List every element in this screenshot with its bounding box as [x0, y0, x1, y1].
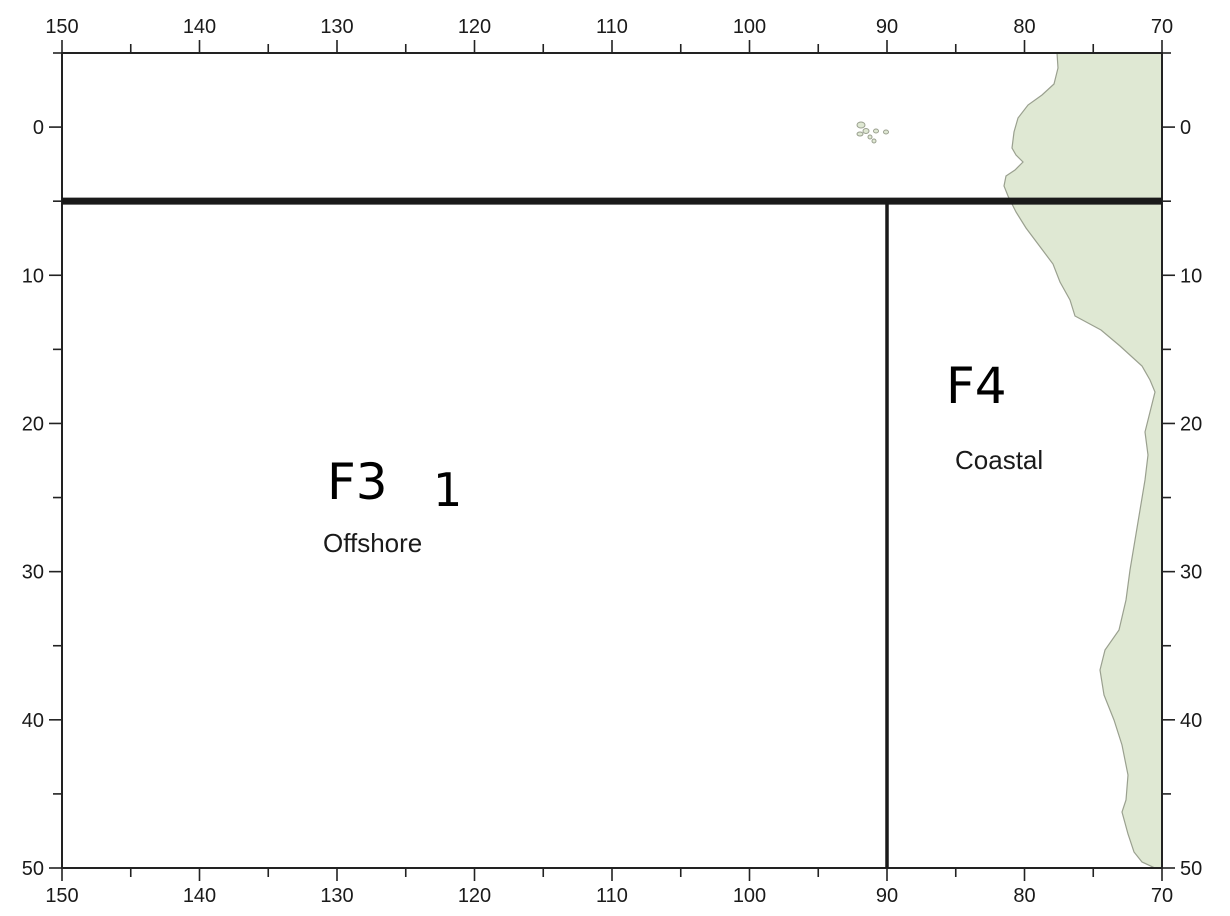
x-axis-label-bottom: 90	[876, 885, 898, 907]
zone-name-coastal: Coastal	[955, 445, 1043, 475]
y-axis-label-right: 40	[1180, 710, 1202, 732]
x-axis-label-bottom: 120	[458, 885, 491, 907]
y-axis-label-left: 10	[22, 265, 44, 287]
x-axis-label-top: 100	[733, 16, 766, 38]
axis-ticks	[49, 40, 1175, 881]
y-axis-label-left: 30	[22, 562, 44, 584]
x-axis-label-bottom: 150	[45, 885, 78, 907]
x-axis-label-top: 140	[183, 16, 216, 38]
coastline-land	[1003, 52, 1163, 869]
x-axis-label-top: 150	[45, 16, 78, 38]
y-axis-label-right: 30	[1180, 562, 1202, 584]
x-axis-label-bottom: 70	[1151, 885, 1173, 907]
y-axis-label-left: 40	[22, 710, 44, 732]
x-axis-label-top: 130	[320, 16, 353, 38]
x-axis-label-top: 80	[1013, 16, 1035, 38]
x-axis-label-top: 70	[1151, 16, 1173, 38]
y-axis-label-left: 50	[22, 858, 44, 880]
x-axis-label-bottom: 80	[1013, 885, 1035, 907]
y-axis-label-left: 0	[33, 117, 44, 139]
y-axis-label-right: 50	[1180, 858, 1202, 880]
y-axis-label-right: 0	[1180, 117, 1191, 139]
zone-code-f3: F3	[327, 453, 388, 511]
y-axis-label-right: 10	[1180, 265, 1202, 287]
x-axis-label-top: 90	[876, 16, 898, 38]
x-axis-label-top: 110	[596, 16, 628, 38]
x-axis-label-bottom: 100	[733, 885, 766, 907]
island-cluster	[856, 121, 889, 144]
axis-labels: 1501501401401301301201201101101001009090…	[22, 16, 1203, 907]
x-axis-label-bottom: 110	[596, 885, 628, 907]
zone-code-f4: F4	[946, 357, 1007, 415]
x-axis-label-top: 120	[458, 16, 491, 38]
y-axis-label-right: 20	[1180, 413, 1202, 435]
zone-name-offshore: Offshore	[323, 528, 422, 558]
zone-marker: 1	[433, 463, 462, 517]
y-axis-label-left: 20	[22, 413, 44, 435]
x-axis-label-bottom: 140	[183, 885, 216, 907]
x-axis-label-bottom: 130	[320, 885, 353, 907]
